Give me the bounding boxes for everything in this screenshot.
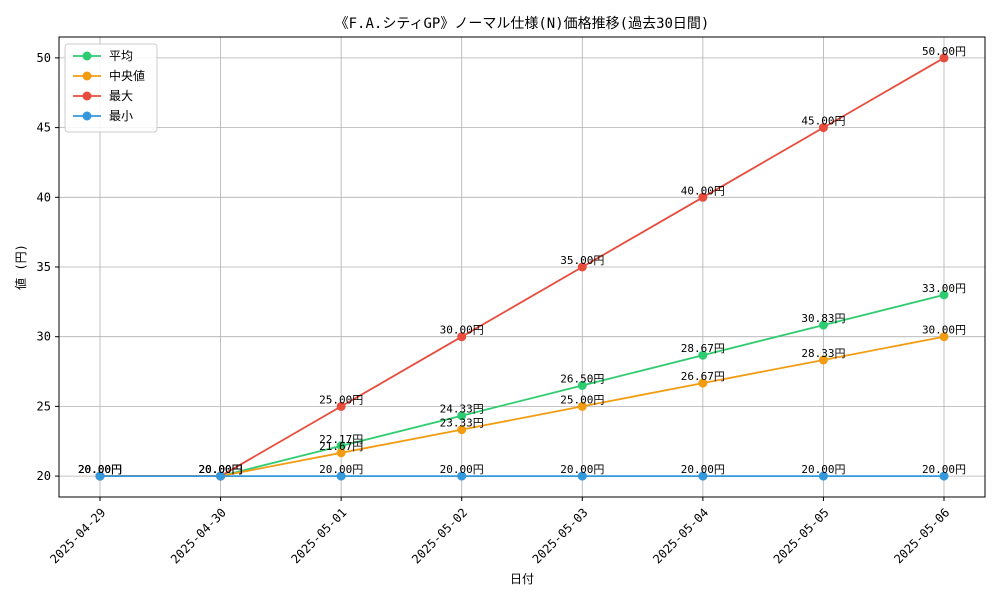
data-point	[577, 380, 587, 390]
data-label: 20.00円	[78, 463, 122, 476]
x-tick-label: 2025-05-03	[530, 505, 591, 566]
legend-entry-label: 平均	[109, 49, 133, 63]
y-tick-label: 20	[37, 469, 51, 483]
data-point	[336, 471, 346, 481]
data-point	[336, 441, 346, 451]
y-tick-label: 35	[37, 260, 51, 274]
legend-swatch-marker	[82, 111, 92, 121]
y-tick-label: 50	[37, 51, 51, 65]
data-point	[577, 471, 587, 481]
data-label: 20.00円	[199, 463, 243, 476]
data-point	[698, 378, 708, 388]
data-label: 30.00円	[440, 324, 484, 337]
x-tick-label: 2025-05-01	[288, 505, 349, 566]
data-label: 21.67円	[319, 440, 363, 453]
data-label: 20.00円	[560, 463, 604, 476]
legend-swatch-marker	[82, 51, 92, 61]
data-label: 26.50円	[560, 372, 604, 385]
data-point	[939, 290, 949, 300]
data-point	[216, 471, 226, 481]
data-point	[698, 471, 708, 481]
data-point	[939, 471, 949, 481]
data-point	[939, 53, 949, 63]
data-label: 28.67円	[681, 342, 725, 355]
data-label: 20.00円	[440, 463, 484, 476]
data-point	[818, 355, 828, 365]
data-label: 25.00円	[319, 393, 363, 406]
y-tick-label: 45	[37, 121, 51, 135]
data-point	[457, 425, 467, 435]
chart-title: 《F.A.シティGP》ノーマル仕様(N)価格推移(過去30日間)	[335, 16, 710, 32]
y-tick-label: 40	[37, 190, 51, 204]
data-label: 45.00円	[801, 115, 845, 128]
data-label: 20.00円	[199, 463, 243, 476]
y-axis: 20 25 30 35 40 45 50	[37, 51, 59, 483]
legend-entry-label: 最小	[109, 109, 133, 123]
x-tick-label: 2025-05-06	[891, 505, 952, 566]
data-point	[818, 320, 828, 330]
data-point	[698, 192, 708, 202]
data-label: 20.00円	[801, 463, 845, 476]
x-axis: 2025-04-29 2025-04-30 2025-05-01 2025-05-02…	[47, 497, 952, 566]
data-point	[577, 401, 587, 411]
data-label: 50.00円	[922, 45, 966, 58]
data-label: 20.00円	[681, 463, 725, 476]
y-axis-label: 値 (円)	[13, 244, 28, 290]
data-label: 20.00円	[78, 463, 122, 476]
data-label: 20.00円	[78, 463, 122, 476]
data-point	[457, 411, 467, 421]
data-labels: 20.00円 20.00円 22.17円 24.33円 26.50円 28.67円 30.8…	[78, 45, 966, 476]
data-point	[818, 123, 828, 133]
data-label: 20.00円	[78, 463, 122, 476]
data-point	[818, 471, 828, 481]
series-line	[100, 57, 945, 477]
data-label: 24.33円	[440, 403, 484, 416]
data-point	[457, 332, 467, 342]
data-label: 40.00円	[681, 184, 725, 197]
data-label: 23.33円	[440, 417, 484, 430]
data-label: 35.00円	[560, 254, 604, 267]
data-label: 30.83円	[801, 312, 845, 325]
data-label: 22.17円	[319, 433, 363, 446]
legend-swatch-marker	[82, 71, 92, 81]
data-point	[457, 471, 467, 481]
x-axis-label: 日付	[510, 572, 534, 586]
x-tick-label: 2025-04-29	[47, 505, 108, 566]
legend-swatch-marker	[82, 91, 92, 101]
data-label: 28.33円	[801, 347, 845, 360]
legend-box	[64, 43, 158, 133]
data-point	[698, 350, 708, 360]
data-point	[577, 262, 587, 272]
y-tick-label: 30	[37, 330, 51, 344]
data-label: 25.00円	[560, 393, 604, 406]
data-label: 26.67円	[681, 370, 725, 383]
data-point	[336, 448, 346, 458]
data-label: 20.00円	[199, 463, 243, 476]
grid	[59, 37, 985, 497]
data-label: 20.00円	[319, 463, 363, 476]
legend-entry-label: 最大	[109, 89, 133, 103]
data-point	[95, 471, 105, 481]
x-tick-label: 2025-05-02	[409, 505, 470, 566]
y-tick-label: 25	[37, 399, 51, 413]
data-label: 20.00円	[199, 463, 243, 476]
x-tick-label: 2025-05-04	[650, 505, 711, 566]
data-point	[939, 332, 949, 342]
x-tick-label: 2025-04-30	[168, 505, 229, 566]
series-group	[95, 53, 949, 481]
data-label: 20.00円	[922, 463, 966, 476]
data-point	[336, 401, 346, 411]
x-tick-label: 2025-05-05	[771, 505, 832, 566]
series-line	[100, 335, 945, 477]
data-label: 33.00円	[922, 282, 966, 295]
legend-entry-label: 中央値	[109, 68, 145, 83]
data-label: 30.00円	[922, 324, 966, 337]
series-line	[100, 294, 945, 477]
